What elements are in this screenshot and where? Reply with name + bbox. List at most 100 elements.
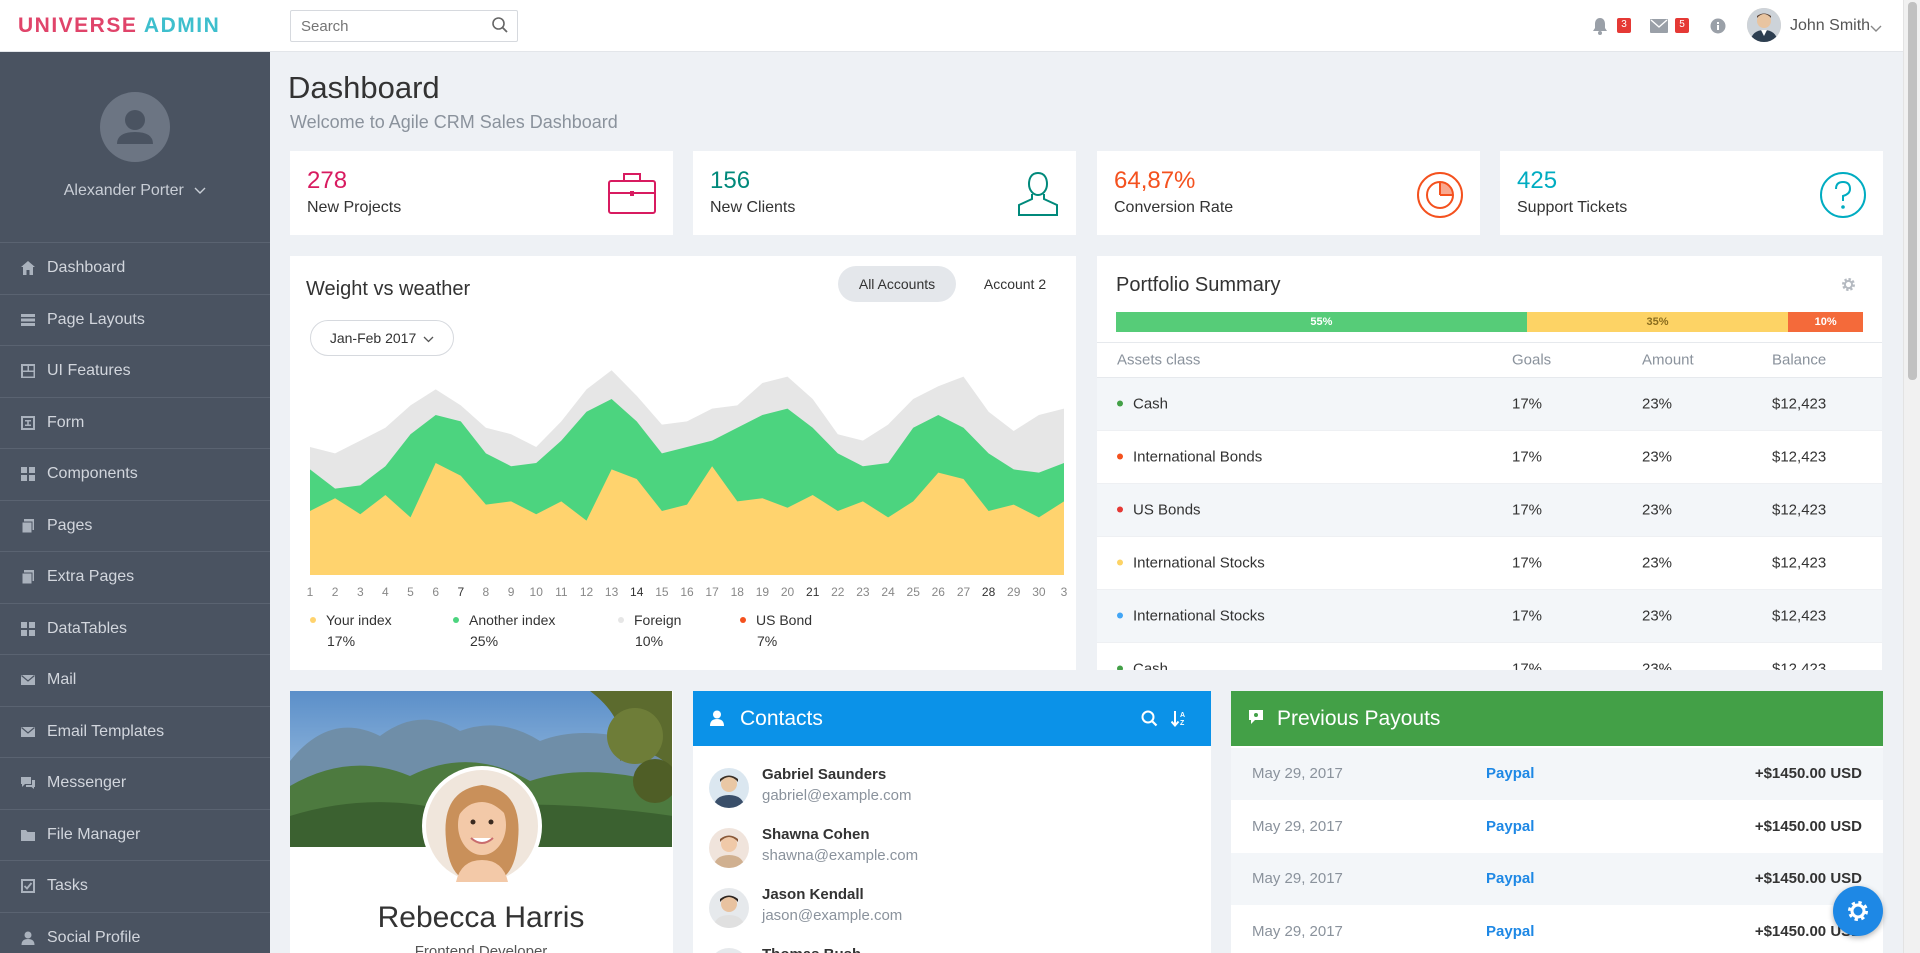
portfolio-progress-bar: 55% 35% 10%	[1116, 312, 1863, 332]
sidebar-item-mail[interactable]: Mail	[0, 655, 270, 707]
gear-icon[interactable]	[1840, 276, 1857, 297]
x-tick-label: 2	[332, 585, 339, 599]
legend-item: US Bond 7%	[740, 612, 812, 649]
goals-cell: 17%	[1512, 607, 1543, 625]
legend-dot	[453, 617, 459, 623]
app-logo[interactable]: UNIVERSE ADMIN	[18, 14, 220, 38]
contact-email: jason@example.com	[762, 907, 903, 924]
x-tick-label: 17	[705, 585, 719, 599]
asset-name: Cash	[1133, 395, 1169, 413]
profile-avatar[interactable]	[422, 766, 542, 886]
user-name[interactable]: John Smith	[1790, 17, 1871, 34]
sidebar-item-label: Tasks	[47, 877, 88, 895]
sidebar-divider	[0, 242, 270, 243]
profile-avatar[interactable]	[100, 92, 170, 162]
table-row[interactable]: Cash 17% 23% $12,423	[1097, 643, 1882, 670]
legend-label: Foreign	[634, 612, 682, 628]
sidebar-item-components[interactable]: Components	[0, 449, 270, 501]
tab-all-accounts[interactable]: All Accounts	[838, 266, 956, 302]
contact-name: Gabriel Saunders	[762, 766, 887, 783]
sidebar-item-messenger[interactable]: Messenger	[0, 758, 270, 810]
legend-dot	[740, 617, 746, 623]
contact-item[interactable]: Jason Kendall jason@example.com	[709, 884, 1189, 930]
x-tick-label: 26	[932, 585, 946, 599]
search-input[interactable]	[291, 11, 481, 41]
progress-segment: 55%	[1116, 312, 1527, 332]
sidebar-item-ui-features[interactable]: UI Features	[0, 346, 270, 398]
x-tick-label: 15	[655, 585, 669, 599]
goals-cell: 17%	[1512, 395, 1543, 413]
sidebar-item-social-profile[interactable]: Social Profile	[0, 913, 270, 953]
sidebar-item-page-layouts[interactable]: Page Layouts	[0, 295, 270, 346]
settings-fab-button[interactable]	[1833, 886, 1883, 936]
stat-label: Conversion Rate	[1114, 199, 1234, 216]
bell-icon[interactable]	[1592, 17, 1608, 39]
sidebar-item-pages[interactable]: Pages	[0, 501, 270, 552]
asset-class-cell: Cash	[1117, 660, 1169, 671]
legend-value: 10%	[635, 633, 664, 649]
sidebar: Alexander Porter Dashboard Page Layouts UI…	[0, 52, 270, 953]
contact-item[interactable]: Thomas Bush	[709, 944, 1189, 953]
search-icon[interactable]	[491, 16, 509, 38]
mail-icon[interactable]	[1650, 19, 1668, 37]
page-title: Dashboard	[288, 70, 440, 105]
x-tick-label: 3	[357, 585, 364, 599]
table-row[interactable]: International Bonds 17% 23% $12,423	[1097, 431, 1882, 484]
payout-amount: +$1450.00 USD	[1754, 870, 1862, 887]
sidebar-item-tasks[interactable]: Tasks	[0, 861, 270, 913]
portfolio-card: Portfolio Summary 55% 35% 10% Assets class…	[1097, 256, 1882, 670]
svg-text:Z: Z	[1180, 720, 1185, 727]
payout-method-link[interactable]: Paypal	[1486, 817, 1535, 835]
x-tick-label: 5	[407, 585, 414, 599]
contact-name: Thomas Bush	[762, 946, 861, 953]
profile-name-dropdown[interactable]: Alexander Porter	[0, 182, 270, 200]
payout-amount: +$1450.00 USD	[1754, 817, 1862, 835]
profile-role: Frontend Developer	[414, 943, 548, 953]
user-avatar[interactable]	[1747, 8, 1781, 42]
sidebar-item-extra-pages[interactable]: Extra Pages	[0, 552, 270, 604]
chevron-down-icon[interactable]	[1870, 20, 1882, 37]
extra-pages-icon	[20, 569, 36, 585]
stat-card-conversion: 64,87% Conversion Rate	[1097, 151, 1480, 235]
contact-item[interactable]: Shawna Cohen shawna@example.com	[709, 824, 1189, 870]
sidebar-item-datatables[interactable]: DataTables	[0, 604, 270, 655]
scrollbar-thumb[interactable]	[1908, 2, 1917, 380]
contact-item[interactable]: Gabriel Saunders gabriel@example.com	[709, 764, 1189, 810]
page-scrollbar[interactable]	[1903, 0, 1920, 953]
column-header: Goals	[1512, 351, 1552, 369]
payout-method-link[interactable]: Paypal	[1486, 870, 1535, 887]
balance-cell: $12,423	[1772, 554, 1827, 572]
amount-cell: 23%	[1642, 448, 1673, 466]
tab-account-2[interactable]: Account 2	[983, 276, 1047, 292]
profile-cover-image	[290, 691, 672, 847]
payout-date: May 29, 2017	[1252, 817, 1343, 835]
stat-value: 425	[1517, 167, 1558, 194]
sidebar-item-form[interactable]: Form	[0, 398, 270, 449]
x-tick-label: 29	[1007, 585, 1021, 599]
sidebar-item-email-templates[interactable]: Email Templates	[0, 707, 270, 758]
table-row[interactable]: International Stocks 17% 23% $12,423	[1097, 590, 1882, 643]
table-row[interactable]: US Bonds 17% 23% $12,423	[1097, 484, 1882, 537]
legend-label: Your index	[326, 612, 392, 628]
sidebar-item-dashboard[interactable]: Dashboard	[0, 243, 270, 295]
payout-method-link[interactable]: Paypal	[1486, 765, 1535, 782]
asset-name: Cash	[1133, 660, 1169, 671]
stat-label: New Clients	[710, 199, 796, 216]
payout-date: May 29, 2017	[1252, 870, 1343, 887]
legend-value: 17%	[327, 633, 356, 649]
table-body: Cash 17% 23% $12,423 International Bonds 17% 2…	[1097, 378, 1882, 670]
payout-amount: +$1450.00 USD	[1754, 765, 1862, 782]
balance-cell: $12,423	[1772, 395, 1827, 413]
info-icon[interactable]	[1710, 18, 1726, 38]
balance-cell: $12,423	[1772, 660, 1827, 671]
table-row[interactable]: International Stocks 17% 23% $12,423	[1097, 537, 1882, 590]
sidebar-item-file-manager[interactable]: File Manager	[0, 810, 270, 861]
amount-cell: 23%	[1642, 501, 1673, 519]
search-icon[interactable]	[1141, 710, 1158, 731]
date-range-dropdown[interactable]: Jan-Feb 2017	[310, 320, 454, 356]
goals-cell: 17%	[1512, 448, 1543, 466]
payout-method-link[interactable]: Paypal	[1486, 922, 1535, 940]
table-row[interactable]: Cash 17% 23% $12,423	[1097, 378, 1882, 431]
asset-class-cell: International Stocks	[1117, 555, 1265, 572]
